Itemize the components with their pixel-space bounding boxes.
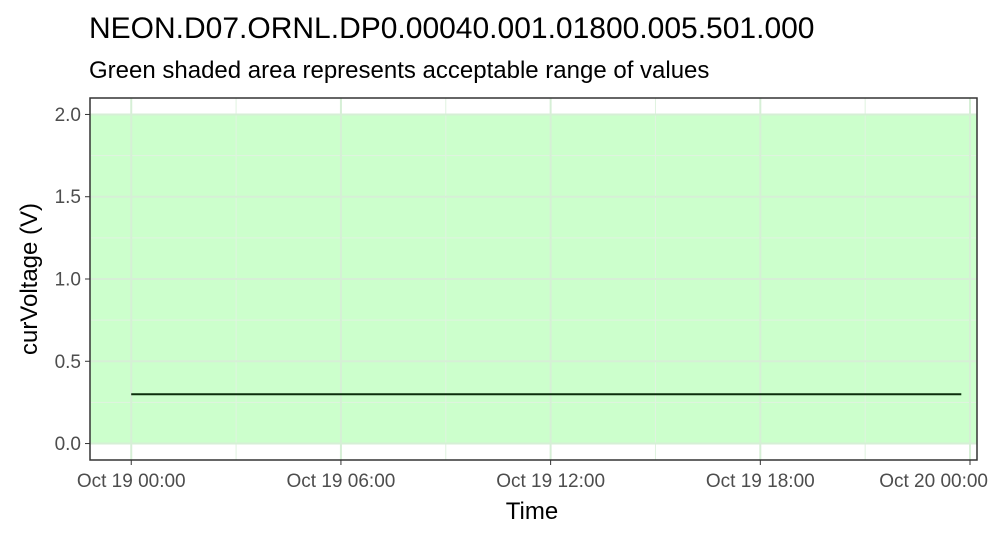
y-tick-label: 1.0	[55, 270, 81, 291]
y-tick-label: 2.0	[55, 105, 81, 126]
y-axis-title: curVoltage (V)	[16, 203, 43, 355]
chart-title: NEON.D07.ORNL.DP0.00040.001.01800.005.50…	[89, 12, 815, 45]
chart-subtitle: Green shaded area represents acceptable …	[89, 57, 709, 84]
x-tick-label: Oct 19 12:00	[496, 471, 605, 492]
grid-lines	[90, 98, 977, 460]
x-axis: Oct 19 00:00 Oct 19 06:00 Oct 19 12:00 Oct …	[77, 460, 988, 492]
y-tick-label: 1.5	[55, 187, 81, 208]
y-axis: 0.0 0.5 1.0 1.5 2.0	[55, 105, 90, 455]
x-tick-label: Oct 19 06:00	[287, 471, 396, 492]
y-tick-label: 0.5	[55, 352, 81, 373]
x-tick-label: Oct 19 00:00	[77, 471, 186, 492]
x-axis-title: Time	[506, 498, 558, 525]
x-tick-label: Oct 19 18:00	[706, 471, 815, 492]
x-tick-label: Oct 20 00:00	[879, 471, 988, 492]
y-tick-label: 0.0	[55, 434, 81, 455]
